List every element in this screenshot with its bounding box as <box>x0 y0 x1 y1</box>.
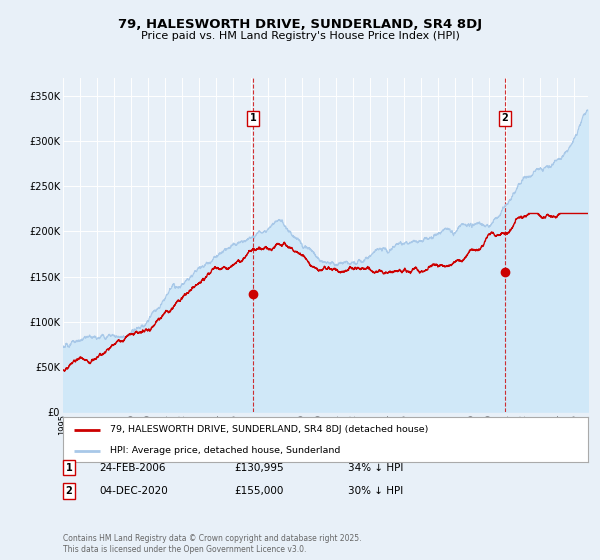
Text: 24-FEB-2006: 24-FEB-2006 <box>99 463 166 473</box>
Text: Price paid vs. HM Land Registry's House Price Index (HPI): Price paid vs. HM Land Registry's House … <box>140 31 460 41</box>
Text: 04-DEC-2020: 04-DEC-2020 <box>99 486 168 496</box>
Text: 79, HALESWORTH DRIVE, SUNDERLAND, SR4 8DJ: 79, HALESWORTH DRIVE, SUNDERLAND, SR4 8D… <box>118 18 482 31</box>
Text: Contains HM Land Registry data © Crown copyright and database right 2025.
This d: Contains HM Land Registry data © Crown c… <box>63 534 361 554</box>
Text: 1: 1 <box>250 113 256 123</box>
Text: £130,995: £130,995 <box>234 463 284 473</box>
Text: 2: 2 <box>65 486 73 496</box>
Text: £155,000: £155,000 <box>234 486 283 496</box>
Text: HPI: Average price, detached house, Sunderland: HPI: Average price, detached house, Sund… <box>110 446 341 455</box>
Text: 79, HALESWORTH DRIVE, SUNDERLAND, SR4 8DJ (detached house): 79, HALESWORTH DRIVE, SUNDERLAND, SR4 8D… <box>110 425 428 434</box>
Text: 2: 2 <box>502 113 508 123</box>
Text: 30% ↓ HPI: 30% ↓ HPI <box>348 486 403 496</box>
Text: 34% ↓ HPI: 34% ↓ HPI <box>348 463 403 473</box>
Text: 1: 1 <box>65 463 73 473</box>
